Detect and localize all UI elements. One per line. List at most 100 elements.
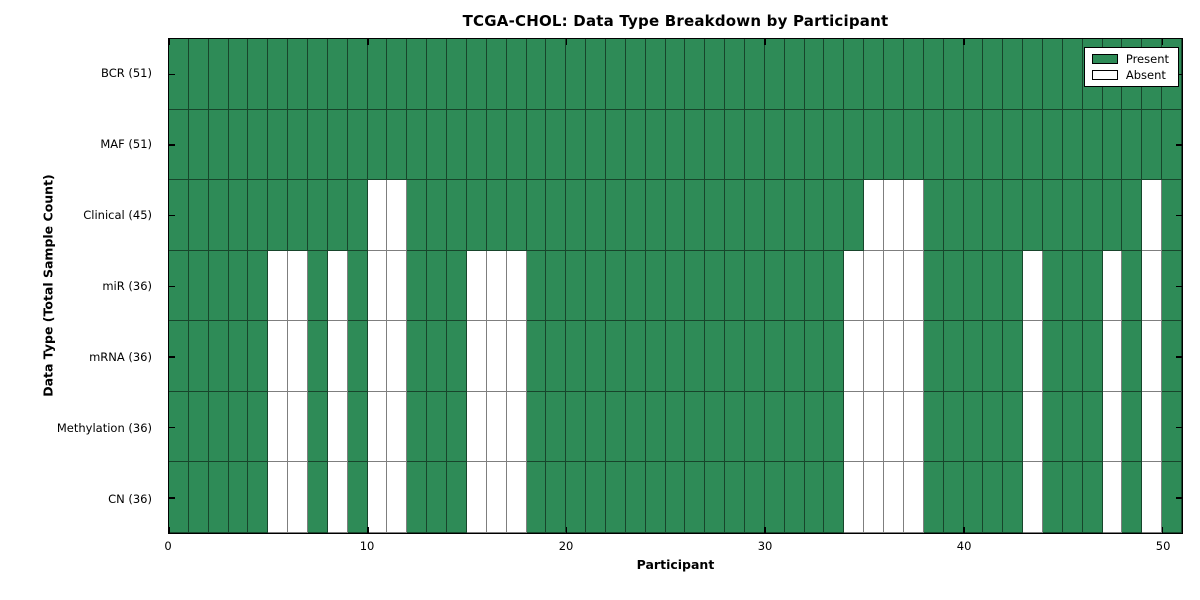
matrix-cell-absent (1142, 321, 1163, 392)
y-tick-mark (1176, 144, 1182, 146)
matrix-cell-present (526, 39, 547, 110)
matrix-cell-present (605, 39, 626, 110)
matrix-cell-present (447, 462, 467, 533)
matrix-cell-present (764, 39, 785, 110)
matrix-cell-present (983, 462, 1004, 533)
matrix-cell-present (407, 321, 428, 392)
matrix-cell-present (685, 250, 706, 322)
matrix-cell-present (943, 250, 964, 322)
matrix-cell-present (347, 391, 368, 463)
matrix-cell-present (248, 180, 269, 251)
matrix-cell-present (169, 250, 189, 322)
y-tick-mark (1176, 356, 1182, 358)
matrix-cell-present (665, 462, 686, 533)
matrix-cell-present (407, 39, 428, 110)
legend-entry-absent: Absent (1091, 69, 1169, 81)
matrix-cell-absent (367, 462, 388, 533)
matrix-cell-present (347, 109, 368, 181)
matrix-cell-absent (1142, 250, 1163, 322)
x-tick-mark (764, 527, 766, 533)
y-tick-label: BCR (51) (101, 66, 152, 81)
matrix-cell-present (486, 180, 507, 251)
matrix-cell-present (605, 321, 626, 392)
x-tick-mark (168, 527, 170, 533)
matrix-cell-present (1062, 180, 1083, 251)
matrix-cell-present (963, 109, 984, 181)
matrix-cell-present (824, 250, 845, 322)
matrix-cell-present (625, 39, 646, 110)
matrix-cell-absent (387, 180, 408, 251)
matrix-cell-absent (1102, 391, 1123, 463)
matrix-cell-present (1042, 462, 1063, 533)
matrix-cell-present (447, 250, 467, 322)
matrix-cell-absent (506, 250, 527, 322)
matrix-cell-present (645, 39, 666, 110)
matrix-cell-present (1122, 109, 1143, 181)
legend-label-present: Present (1125, 52, 1169, 66)
matrix-cell-present (804, 462, 825, 533)
matrix-cell-present (268, 109, 289, 181)
matrix-cell-present (566, 321, 587, 392)
x-tick-label: 20 (558, 539, 574, 553)
matrix-cell-present (923, 250, 944, 322)
matrix-cell-absent (1142, 462, 1163, 533)
matrix-cell-absent (506, 391, 527, 463)
x-tick-mark (764, 39, 766, 45)
matrix-cell-present (804, 250, 825, 322)
matrix-cell-present (864, 109, 885, 181)
matrix-cell-present (367, 39, 388, 110)
matrix-cell-present (288, 180, 309, 251)
matrix-cell-present (169, 462, 189, 533)
matrix-cell-present (645, 180, 666, 251)
matrix-cell-absent (466, 462, 487, 533)
matrix-cell-present (804, 109, 825, 181)
matrix-cell-present (625, 462, 646, 533)
matrix-cell-absent (844, 462, 865, 533)
matrix-cell-present (665, 391, 686, 463)
matrix-cell-present (566, 250, 587, 322)
matrix-cell-present (923, 321, 944, 392)
matrix-cell-present (705, 462, 726, 533)
matrix-cell-present (347, 250, 368, 322)
matrix-cell-present (586, 391, 606, 463)
matrix-cell-present (923, 180, 944, 251)
matrix-cell-present (625, 391, 646, 463)
matrix-cell-present (943, 180, 964, 251)
matrix-cell-present (1102, 109, 1123, 181)
matrix-cell-present (625, 180, 646, 251)
matrix-cell-present (1082, 109, 1103, 181)
matrix-cell-present (983, 39, 1004, 110)
y-tick-label: CN (36) (108, 491, 152, 506)
matrix-cell-present (983, 109, 1004, 181)
matrix-cell-present (427, 109, 448, 181)
matrix-cell-present (824, 321, 845, 392)
matrix-cell-present (347, 462, 368, 533)
y-tick-mark (1176, 214, 1182, 217)
matrix-cell-present (526, 391, 547, 463)
matrix-cell-absent (288, 250, 309, 322)
matrix-cell-present (308, 109, 328, 181)
matrix-cell-present (784, 250, 805, 322)
matrix-cell-present (248, 39, 269, 110)
matrix-cell-present (169, 391, 189, 463)
matrix-cell-present (943, 462, 964, 533)
y-tick-label: Clinical (45) (83, 208, 152, 223)
matrix-cell-absent (268, 321, 289, 392)
matrix-cell-absent (486, 321, 507, 392)
matrix-cell-present (824, 462, 845, 533)
matrix-cell-present (466, 180, 487, 251)
matrix-cell-present (169, 39, 189, 110)
matrix-cell-present (1122, 462, 1143, 533)
matrix-cell-present (923, 391, 944, 463)
matrix-cell-present (705, 39, 726, 110)
x-tick-label: 30 (757, 539, 773, 553)
matrix-cell-present (586, 109, 606, 181)
matrix-cell-absent (884, 250, 904, 322)
matrix-cell-absent (1142, 391, 1163, 463)
matrix-cell-present (665, 109, 686, 181)
matrix-cell-absent (1023, 391, 1043, 463)
matrix-cell-present (208, 109, 229, 181)
matrix-cell-present (645, 109, 666, 181)
matrix-cell-present (1003, 109, 1024, 181)
chart-title: TCGA-CHOL: Data Type Breakdown by Partic… (462, 12, 889, 30)
